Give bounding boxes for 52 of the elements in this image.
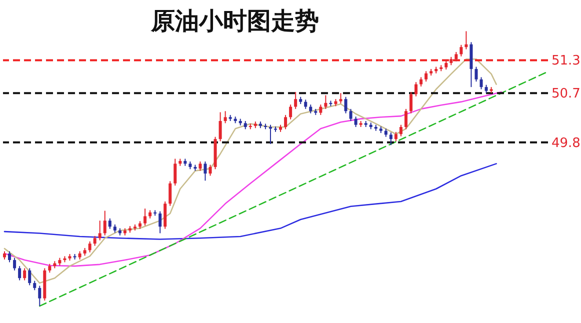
candlestick xyxy=(424,70,428,82)
candlestick xyxy=(414,82,418,97)
candlestick xyxy=(344,96,348,114)
candlestick xyxy=(218,112,222,142)
y-tick-label: 49.8 xyxy=(552,136,580,151)
candlestick xyxy=(28,268,32,286)
candlestick xyxy=(208,164,212,176)
candlestick xyxy=(268,124,272,144)
candlestick xyxy=(354,116,358,128)
candlestick xyxy=(93,235,96,246)
candlestick xyxy=(224,110,227,124)
candlestick xyxy=(289,104,292,120)
candlestick xyxy=(464,30,468,50)
candlestick xyxy=(18,266,22,281)
candlestick xyxy=(294,91,298,110)
candlestick xyxy=(198,161,202,172)
y-tick-label: 50.7 xyxy=(552,86,580,102)
candlestick xyxy=(33,280,36,291)
candlestick xyxy=(98,220,102,241)
candlestick xyxy=(389,132,392,146)
line-series xyxy=(4,163,497,240)
candlestick xyxy=(404,108,408,130)
candlestick xyxy=(284,114,288,130)
candlestick xyxy=(144,208,147,226)
candlestick xyxy=(324,94,328,110)
candlestick xyxy=(349,108,352,122)
candlestick xyxy=(339,92,342,104)
candlestick xyxy=(38,285,42,307)
candlestick xyxy=(8,250,12,263)
candlestick xyxy=(108,218,112,230)
candlestick xyxy=(103,210,106,236)
candlestick xyxy=(480,76,483,90)
candlestick xyxy=(319,104,322,116)
candlestick xyxy=(454,52,458,62)
y-tick-label: 51.3 xyxy=(552,54,580,69)
candlestick xyxy=(460,44,463,57)
chart-title: 原油小时图走势 xyxy=(150,6,319,35)
candlestick xyxy=(304,99,308,110)
line-series xyxy=(4,58,497,284)
candlestick xyxy=(420,76,423,87)
candlestick xyxy=(204,161,207,182)
candlestick xyxy=(168,180,172,206)
candlestick xyxy=(164,200,167,230)
candlestick xyxy=(174,158,177,186)
candlestick xyxy=(394,131,398,142)
candlestick xyxy=(409,91,413,114)
candlestick xyxy=(158,210,162,234)
candlestick xyxy=(88,240,92,253)
candlestick xyxy=(399,124,402,137)
candlestick xyxy=(474,66,478,82)
candlestick xyxy=(13,257,16,271)
candlestick xyxy=(23,268,26,281)
